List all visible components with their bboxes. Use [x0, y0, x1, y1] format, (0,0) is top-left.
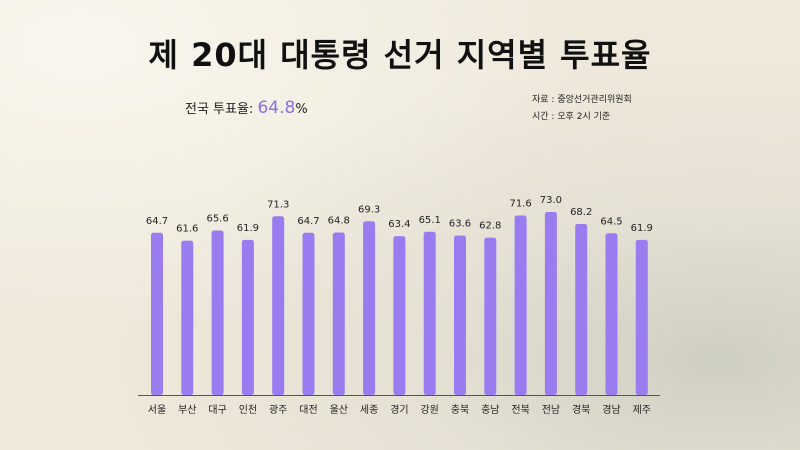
category-label: 충북: [451, 404, 469, 416]
bar-세종: [363, 221, 376, 395]
bar-제주: [635, 239, 648, 395]
bar-서울: [151, 232, 163, 395]
category-label: 부산: [178, 404, 196, 416]
source-line: 자료 : 중앙선거관리위원회: [532, 95, 632, 105]
category-label: 대구: [208, 404, 226, 416]
value-label: 64.7: [146, 216, 168, 227]
bar-대구: [211, 230, 224, 395]
value-label: 61.9: [237, 223, 259, 234]
value-label: 69.3: [358, 204, 380, 215]
category-label: 경북: [572, 403, 590, 416]
source-note: 자료 : 중앙선거관리위원회 시간 : 오후 2시 기준: [532, 92, 632, 126]
bar-울산: [332, 232, 345, 395]
category-label: 경남: [602, 403, 620, 416]
bar-경남: [605, 233, 618, 395]
time-line: 시간 : 오후 2시 기준: [532, 112, 611, 122]
bar-강원: [423, 231, 436, 395]
bar-충남: [484, 237, 497, 395]
value-label: 61.9: [631, 223, 653, 234]
bar-충북: [454, 235, 466, 395]
value-label: 61.6: [176, 224, 198, 235]
category-label: 광주: [269, 404, 287, 416]
national-turnout-value: 64.8: [257, 98, 296, 118]
value-label: 65.1: [419, 215, 441, 226]
bar-인천: [241, 239, 254, 395]
category-label: 제주: [633, 404, 651, 416]
category-label: 전북: [511, 404, 529, 416]
national-turnout-label: 전국 투표율:: [185, 102, 254, 117]
category-label: 경기: [390, 403, 408, 416]
value-label: 71.6: [509, 199, 531, 210]
bar-경북: [575, 224, 588, 395]
value-label: 65.6: [206, 214, 228, 225]
value-label: 64.5: [600, 216, 622, 227]
bar-전북: [514, 215, 527, 395]
bar-광주: [272, 216, 285, 395]
bar-부산: [181, 240, 194, 395]
value-label: 73.0: [540, 195, 562, 206]
category-label: 울산: [330, 404, 348, 416]
value-label: 64.8: [328, 216, 350, 227]
category-label: 충남: [481, 404, 499, 416]
bar-경기: [393, 236, 406, 395]
value-label: 68.2: [570, 207, 592, 218]
national-turnout-unit: %: [295, 102, 308, 117]
value-label: 62.8: [479, 221, 501, 232]
chart-title: 제 20대 대통령 선거 지역별 투표율: [148, 36, 652, 74]
category-label: 강원: [420, 404, 438, 416]
bar-대전: [302, 232, 315, 395]
category-label: 인천: [239, 404, 257, 416]
bar-전남: [544, 212, 557, 395]
national-turnout: 전국 투표율: 64.8%: [185, 98, 308, 118]
value-label: 63.6: [449, 219, 471, 230]
category-label: 대전: [299, 404, 317, 416]
category-label: 서울: [148, 404, 166, 416]
category-label: 세종: [360, 404, 378, 416]
category-label: 전남: [542, 404, 560, 416]
value-label: 63.4: [388, 219, 410, 230]
value-label: 71.3: [267, 199, 289, 210]
value-label: 64.7: [297, 216, 319, 227]
